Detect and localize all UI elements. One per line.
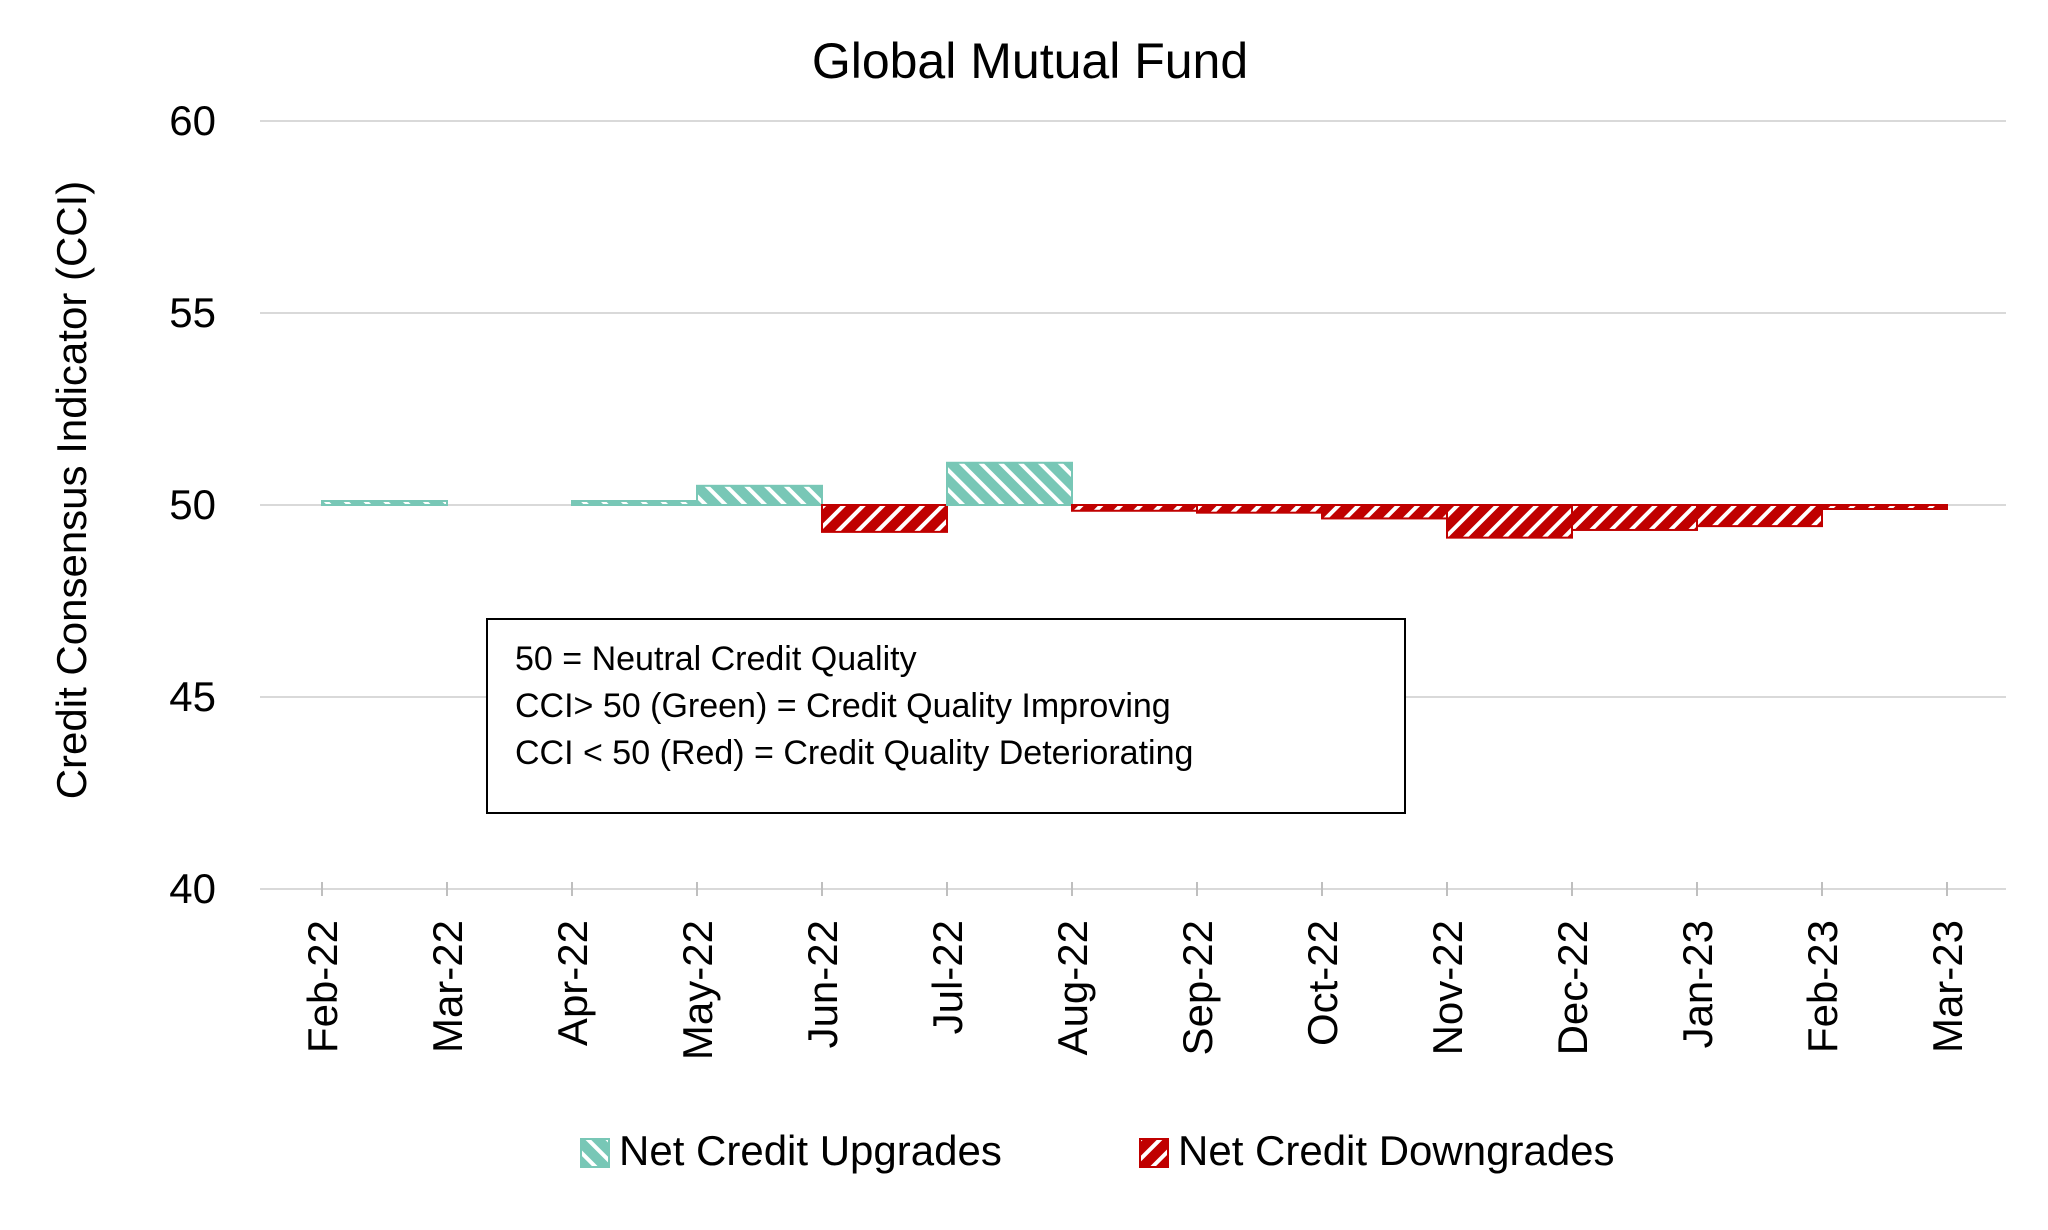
x-tick-label: Jun-22 (799, 920, 846, 1048)
x-tick-label: Mar-22 (424, 920, 471, 1053)
bar-downgrade (1321, 504, 1448, 520)
legend-swatch-downgrades (1139, 1138, 1169, 1168)
bar-upgrade (696, 484, 823, 506)
bar-downgrade (821, 504, 948, 533)
bar-downgrade (1571, 504, 1698, 531)
bar-downgrade (1696, 504, 1823, 528)
gridlines (260, 120, 2006, 698)
annotation-frame (486, 618, 1406, 814)
x-tick-label: May-22 (674, 920, 721, 1060)
x-tick-label: Feb-22 (299, 920, 346, 1053)
legend: Net Credit Upgrades Net Credit Downgrade… (580, 1127, 1615, 1174)
annotation-line-1: 50 = Neutral Credit Quality (515, 640, 917, 678)
y-tick-label: 55 (169, 289, 216, 336)
bar-upgrade (946, 461, 1073, 507)
x-tick-label: Apr-22 (549, 920, 596, 1046)
x-tick-label: Oct-22 (1299, 920, 1346, 1046)
annotation-box: 50 = Neutral Credit Quality CCI> 50 (Gre… (486, 618, 1406, 814)
annotation-line-2: CCI> 50 (Green) = Credit Quality Improvi… (515, 687, 1171, 725)
legend-label-upgrades: Net Credit Upgrades (619, 1127, 1002, 1174)
annotation-line-3: CCI < 50 (Red) = Credit Quality Deterior… (515, 734, 1193, 772)
bar-downgrade (1071, 504, 1198, 512)
x-axis-tick-labels: Feb-22 Mar-22 Apr-22 May-22 Jun-22 Jul-22 Aug-… (299, 920, 1971, 1060)
x-tick-label: Aug-22 (1049, 920, 1096, 1055)
x-tick-label: Jul-22 (924, 920, 971, 1034)
y-axis-ticks: 40 45 50 55 60 (169, 97, 216, 912)
x-axis (260, 882, 2006, 896)
bar-downgrade (1446, 504, 1573, 539)
y-tick-label: 45 (169, 673, 216, 720)
x-tick-label: Dec-22 (1549, 920, 1596, 1055)
bar-downgrade (1821, 504, 1948, 510)
legend-swatch-upgrades (580, 1138, 610, 1168)
bar-upgrade (321, 500, 448, 506)
x-tick-label: Sep-22 (1174, 920, 1221, 1055)
x-tick-label: Nov-22 (1424, 920, 1471, 1055)
y-tick-label: 60 (169, 97, 216, 144)
y-tick-label: 40 (169, 865, 216, 912)
chart-title: Global Mutual Fund (812, 33, 1248, 89)
x-tick-label: Feb-23 (1799, 920, 1846, 1053)
bar-upgrade (571, 500, 698, 506)
legend-label-downgrades: Net Credit Downgrades (1178, 1127, 1615, 1174)
y-tick-label: 50 (169, 481, 216, 528)
y-axis-label: Credit Consensus Indicator (CCI) (48, 181, 95, 800)
x-tick-label: Jan-23 (1674, 920, 1721, 1048)
x-tick-label: Mar-23 (1924, 920, 1971, 1053)
bar-downgrade (1196, 504, 1323, 514)
bars (321, 461, 1948, 539)
